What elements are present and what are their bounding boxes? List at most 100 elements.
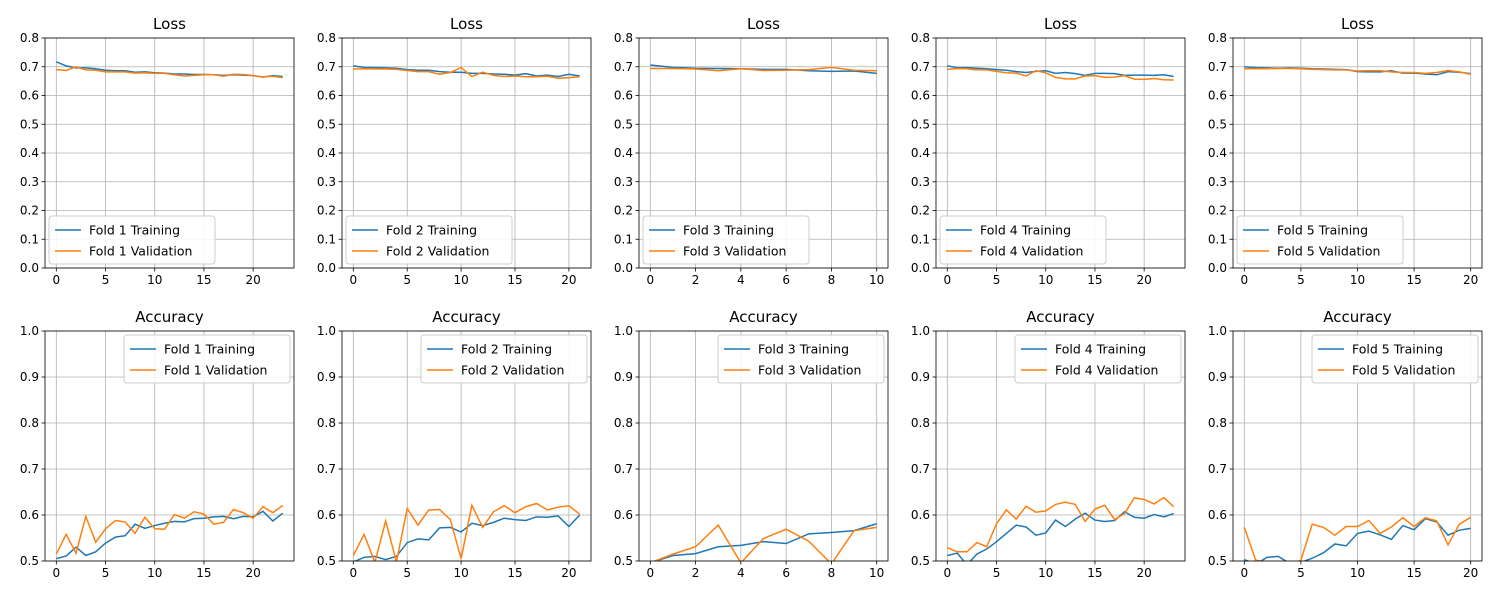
- y-tick-label: 0.5: [20, 117, 39, 131]
- subplot-loss-fold-5: 0 5 10 15 20 0.0 0.1 0.2 0.3 0.4 0.5 0.6 0.7 0.8 Loss F…: [1208, 15, 1483, 287]
- y-tick-label: 0.9: [317, 370, 336, 384]
- x-tick-label: 0: [646, 566, 654, 580]
- x-tick-label: 6: [782, 273, 790, 287]
- legend-label: Fold 2 Training: [386, 223, 477, 238]
- x-tick-label: 10: [869, 566, 884, 580]
- y-tick-label: 1.0: [317, 324, 336, 338]
- y-tick-label: 0.3: [1208, 175, 1227, 189]
- y-tick-label: 0.2: [1208, 204, 1227, 218]
- y-tick-label: 0.8: [317, 31, 336, 45]
- x-tick-label: 5: [1297, 566, 1305, 580]
- x-tick-label: 20: [246, 273, 261, 287]
- y-tick-label: 0.7: [911, 462, 930, 476]
- x-tick-label: 10: [147, 566, 162, 580]
- y-tick-label: 0.8: [1208, 416, 1227, 430]
- validation-series-line: [650, 66, 877, 72]
- subplot-title: Loss: [450, 15, 483, 33]
- y-tick-label: 0.8: [614, 31, 633, 45]
- legend-label: Fold 3 Validation: [683, 244, 786, 259]
- legend-box: [1236, 215, 1404, 265]
- training-series-line: [353, 514, 581, 561]
- x-tick-label: 15: [1406, 273, 1421, 287]
- y-tick-label: 0.5: [1208, 554, 1227, 568]
- y-tick-label: 0.3: [911, 175, 930, 189]
- x-tick-label: 15: [507, 273, 522, 287]
- y-tick-label: 0.6: [911, 508, 930, 522]
- x-tick-label: 10: [453, 273, 468, 287]
- y-tick-label: 0.8: [911, 416, 930, 430]
- legend-label: Fold 5 Training: [1277, 223, 1368, 238]
- y-tick-label: 1.0: [911, 324, 930, 338]
- y-tick-label: 0.0: [317, 261, 336, 275]
- training-series-line: [650, 64, 877, 75]
- validation-series-line: [56, 65, 283, 79]
- training-series-line: [1244, 517, 1471, 561]
- x-tick-label: 0: [943, 566, 951, 580]
- y-tick-label: 0.9: [1208, 370, 1227, 384]
- legend-box: [717, 334, 885, 384]
- x-tick-label: 10: [869, 273, 884, 287]
- legend-label: Fold 1 Training: [164, 342, 255, 357]
- y-tick-label: 0.2: [614, 204, 633, 218]
- x-tick-label: 8: [828, 566, 836, 580]
- legend: Fold 3 Training Fold 3 Validation: [642, 215, 810, 265]
- legend-box: [420, 334, 588, 384]
- x-tick-label: 6: [782, 566, 790, 580]
- x-tick-label: 20: [1463, 566, 1478, 580]
- x-tick-label: 10: [147, 273, 162, 287]
- x-tick-label: 20: [561, 273, 576, 287]
- y-tick-label: 0.7: [911, 60, 930, 74]
- x-tick-label: 5: [403, 273, 411, 287]
- x-tick-label: 10: [1350, 273, 1365, 287]
- legend: Fold 1 Training Fold 1 Validation: [123, 334, 291, 384]
- subplot-title: Accuracy: [1026, 308, 1095, 326]
- x-tick-label: 5: [102, 273, 110, 287]
- validation-series-line: [55, 504, 284, 556]
- subplot-accuracy-fold-5: 0 5 10 15 20 0.5 0.6 0.7 0.8 0.9 1.0 Accuracy Fold 5…: [1208, 308, 1483, 580]
- x-tick-label: 20: [1137, 566, 1152, 580]
- y-tick-label: 0.8: [1208, 31, 1227, 45]
- x-tick-label: 20: [246, 566, 261, 580]
- subplot-title: Accuracy: [432, 308, 501, 326]
- x-tick-label: 0: [349, 273, 357, 287]
- y-tick-label: 0.3: [317, 175, 336, 189]
- legend-box: [1014, 334, 1182, 384]
- legend-label: Fold 1 Training: [89, 223, 180, 238]
- y-tick-label: 0.4: [1208, 146, 1227, 160]
- y-tick-label: 0.5: [614, 554, 633, 568]
- x-tick-label: 0: [349, 566, 357, 580]
- validation-series-line: [947, 67, 1174, 81]
- y-tick-label: 0.7: [1208, 462, 1227, 476]
- subplot-accuracy-fold-1: 0 5 10 15 20 0.5 0.6 0.7 0.8 0.9 1.0 Accuracy Fold 1…: [20, 308, 295, 580]
- subplot-title: Accuracy: [135, 308, 204, 326]
- x-tick-label: 4: [737, 566, 745, 580]
- legend-label: Fold 3 Training: [683, 223, 774, 238]
- y-tick-label: 0.8: [317, 416, 336, 430]
- y-tick-label: 0.6: [911, 89, 930, 103]
- x-tick-label: 0: [646, 273, 654, 287]
- x-tick-label: 2: [692, 566, 700, 580]
- subplot-loss-fold-2: 0 5 10 15 20 0.0 0.1 0.2 0.3 0.4 0.5 0.6 0.7 0.8 Loss F…: [317, 15, 592, 287]
- x-tick-label: 0: [52, 566, 60, 580]
- x-tick-label: 5: [403, 566, 411, 580]
- x-tick-label: 4: [737, 273, 745, 287]
- y-tick-label: 0.6: [20, 508, 39, 522]
- x-tick-label: 10: [453, 566, 468, 580]
- y-tick-label: 1.0: [20, 324, 39, 338]
- legend-label: Fold 4 Validation: [1055, 363, 1158, 378]
- legend-label: Fold 5 Training: [1352, 342, 1443, 357]
- subplot-loss-fold-3: 0 2 4 6 8 10 0.0 0.1 0.2 0.3 0.4 0.5 0.6 0.7 0.8 Loss Fo…: [614, 15, 889, 287]
- x-tick-label: 0: [943, 273, 951, 287]
- y-tick-label: 0.6: [614, 89, 633, 103]
- y-tick-label: 0.5: [911, 117, 930, 131]
- subplot-accuracy-fold-2: 0 5 10 15 20 0.5 0.6 0.7 0.8 0.9 1.0 Accuracy Fold 2…: [317, 308, 592, 580]
- legend-label: Fold 4 Training: [980, 223, 1071, 238]
- legend: Fold 4 Training Fold 4 Validation: [939, 215, 1107, 265]
- y-tick-label: 0.5: [1208, 117, 1227, 131]
- y-tick-label: 0.4: [317, 146, 336, 160]
- x-tick-label: 10: [1350, 566, 1365, 580]
- y-tick-label: 0.0: [1208, 261, 1227, 275]
- x-tick-label: 15: [196, 566, 211, 580]
- x-tick-label: 15: [1087, 566, 1102, 580]
- y-tick-label: 0.4: [20, 146, 39, 160]
